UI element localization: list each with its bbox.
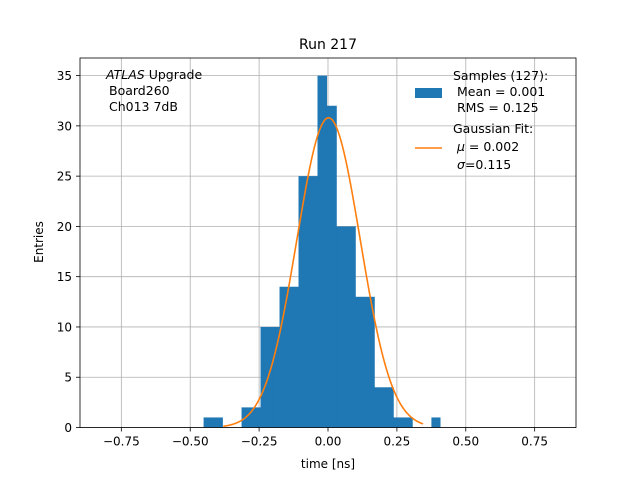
y-tick-label: 0 (64, 421, 72, 435)
histogram-bar (317, 75, 328, 428)
y-tick-label: 30 (57, 119, 72, 133)
x-tick-label: 0.00 (315, 435, 342, 449)
histogram-bar (298, 176, 318, 428)
svg-text:σ=0.115: σ=0.115 (457, 157, 511, 172)
histogram-bar (374, 387, 394, 428)
x-tick-label: 0.75 (521, 435, 548, 449)
histogram-bar (431, 417, 441, 428)
legend-fit-mu-symbol: μ (456, 139, 465, 154)
annotation-board: Board260 (109, 83, 170, 98)
y-axis-label: Entries (32, 221, 46, 263)
legend-fit-mu-value: = 0.002 (465, 139, 519, 154)
x-tick-label: −0.75 (103, 435, 140, 449)
legend-fit-title: Gaussian Fit: (453, 121, 533, 136)
x-tick-label: 0.25 (384, 435, 411, 449)
x-tick-label: −0.50 (172, 435, 209, 449)
legend-samples-mean: Mean = 0.001 (457, 84, 545, 99)
annotation-italic: ATLAS (105, 67, 145, 82)
y-tick-label: 15 (57, 270, 72, 284)
legend-fit-sigma-value: =0.115 (465, 157, 511, 172)
histogram-bar (279, 286, 299, 428)
annotation-channel: Ch013 7dB (109, 99, 178, 114)
x-tick-label: 0.50 (452, 435, 479, 449)
legend-fit-sigma-symbol: σ (457, 157, 466, 172)
axis-ticks: −0.75 −0.50 −0.25 0.00 0.25 0.50 0.75 0 5 10 15 20 2… (57, 69, 548, 448)
y-tick-label: 25 (57, 170, 72, 184)
x-axis-label: time [ns] (301, 457, 355, 471)
y-tick-label: 20 (57, 220, 72, 234)
y-tick-label: 5 (64, 371, 72, 385)
histogram-bars (203, 75, 441, 428)
histogram-bar (241, 407, 261, 428)
annotation-upgrade: Upgrade (145, 67, 203, 82)
x-tick-label: −0.25 (241, 435, 278, 449)
legend-samples-patch (415, 88, 442, 98)
legend-samples-title: Samples (127): (453, 68, 548, 83)
y-tick-label: 35 (57, 69, 72, 83)
legend: Samples (127): Mean = 0.001 RMS = 0.125 … (415, 68, 548, 172)
svg-text:ATLAS Upgrade: ATLAS Upgrade (105, 67, 202, 82)
chart-title: Run 217 (299, 37, 357, 53)
histogram-bar (203, 417, 223, 428)
legend-samples-rms: RMS = 0.125 (457, 100, 539, 115)
y-tick-label: 10 (57, 320, 72, 334)
histogram-bar (336, 226, 356, 428)
svg-text:μ = 0.002: μ = 0.002 (456, 139, 519, 154)
gaussian-fit-curve (223, 117, 424, 428)
annotation-text: ATLAS Upgrade Board260 Ch013 7dB (105, 67, 202, 114)
histogram-bar (393, 417, 413, 428)
histogram-bar (355, 296, 375, 428)
histogram-bar (326, 105, 337, 428)
